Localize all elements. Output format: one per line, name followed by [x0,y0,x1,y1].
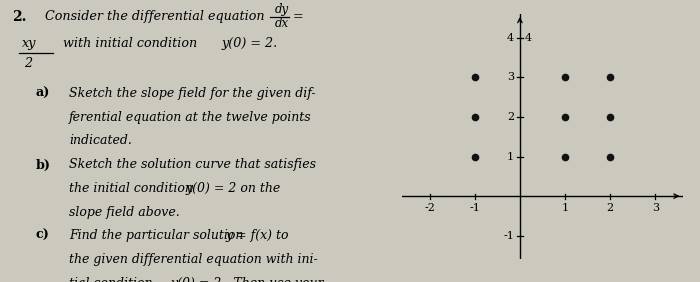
Text: dy: dy [275,3,289,16]
Text: Consider the differential equation: Consider the differential equation [46,10,265,23]
Text: Sketch the slope field for the given dif-: Sketch the slope field for the given dif… [69,87,316,100]
Point [469,75,480,80]
Text: 2: 2 [607,203,614,213]
Point [559,154,570,159]
Text: 4: 4 [507,33,514,43]
Text: ferential equation at the twelve points: ferential equation at the twelve points [69,111,312,124]
Text: y = f(x) to: y = f(x) to [225,229,289,242]
Text: c): c) [36,229,50,242]
Point [605,115,616,119]
Text: -2: -2 [424,203,435,213]
Text: the initial condition: the initial condition [69,182,193,195]
Text: dx: dx [275,17,289,30]
Text: with initial condition: with initial condition [63,37,197,50]
Text: y(0) = 2.  Then use your: y(0) = 2. Then use your [170,277,323,282]
Text: -1: -1 [503,231,514,241]
Point [469,154,480,159]
Text: 1: 1 [561,203,568,213]
Text: 4: 4 [524,33,531,43]
Text: Sketch the solution curve that satisfies: Sketch the solution curve that satisfies [69,158,316,171]
Text: slope field above.: slope field above. [69,206,180,219]
Text: y(0) = 2 on the: y(0) = 2 on the [186,182,281,195]
Text: xy: xy [22,37,36,50]
Text: 2.: 2. [12,10,27,24]
Point [559,75,570,80]
Text: 3: 3 [507,72,514,82]
Text: Find the particular solution: Find the particular solution [69,229,244,242]
Text: 2: 2 [507,112,514,122]
Text: y(0) = 2.: y(0) = 2. [221,37,278,50]
Text: tial condition: tial condition [69,277,153,282]
Text: 1: 1 [507,151,514,162]
Text: 3: 3 [652,203,659,213]
Point [469,115,480,119]
Text: 2: 2 [25,57,33,70]
Point [559,115,570,119]
Text: indicated.: indicated. [69,135,132,147]
Text: b): b) [36,158,50,171]
Text: =: = [293,10,303,23]
Point [605,75,616,80]
Text: the given differential equation with ini-: the given differential equation with ini… [69,253,318,266]
Text: a): a) [36,87,50,100]
Point [605,154,616,159]
Text: -1: -1 [469,203,480,213]
